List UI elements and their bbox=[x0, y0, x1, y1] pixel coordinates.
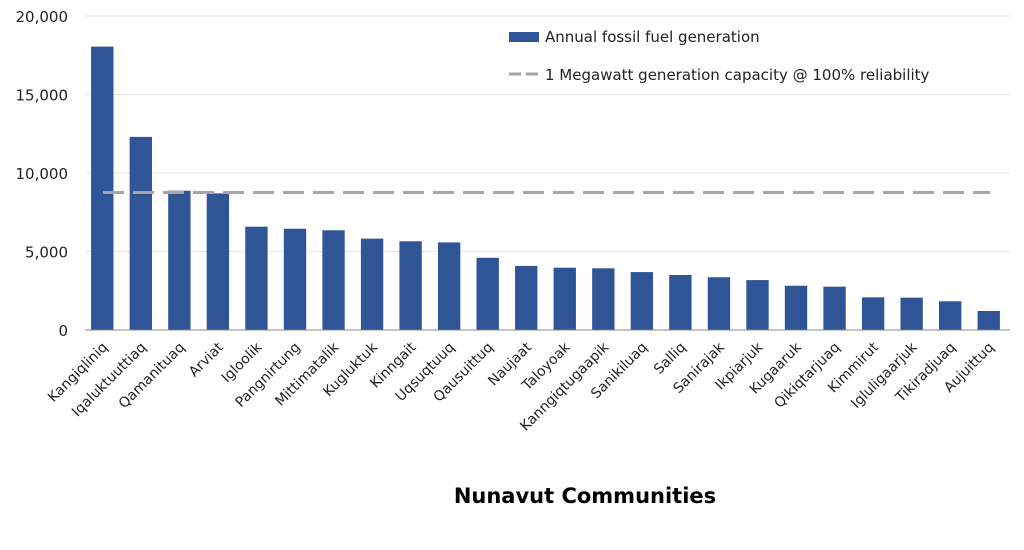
bar-pangnirtung bbox=[283, 228, 307, 330]
bar-igloolik bbox=[245, 226, 268, 330]
bar-kinngait bbox=[399, 241, 422, 330]
legend: Annual fossil fuel generation 1 Megawatt… bbox=[509, 28, 930, 84]
bar-kugluktuk bbox=[360, 238, 384, 330]
bar-mittimatalik bbox=[322, 230, 345, 330]
x-axis-title: Nunavut Communities bbox=[454, 484, 716, 508]
y-tick-label: 0 bbox=[58, 322, 68, 340]
bar-tikiradjuaq bbox=[939, 301, 962, 330]
gridlines bbox=[85, 15, 1010, 252]
bar-kangiqliniq bbox=[91, 46, 114, 331]
bar-qamanituaq bbox=[168, 190, 191, 330]
y-tick-label: 20,000 bbox=[16, 8, 69, 26]
legend-label-bar: Annual fossil fuel generation bbox=[545, 28, 760, 46]
bar-salliq bbox=[669, 275, 692, 330]
bar-sanikiluaq bbox=[630, 272, 654, 330]
bar-naujaat bbox=[515, 265, 538, 330]
bars bbox=[91, 46, 1000, 331]
y-tick-label: 5,000 bbox=[25, 244, 68, 262]
bar-uqsuqtuuq bbox=[437, 242, 461, 330]
bar-kanngiqtugaapik bbox=[592, 268, 615, 330]
y-tick-label: 15,000 bbox=[16, 87, 69, 105]
legend-label-line: 1 Megawatt generation capacity @ 100% re… bbox=[545, 66, 930, 84]
bar-aujuittuq bbox=[977, 311, 1000, 330]
bar-igluligaarjuk bbox=[900, 297, 923, 330]
bar-ikpiarjuk bbox=[746, 280, 769, 330]
bar-taloyoak bbox=[553, 267, 576, 330]
legend-swatch-bar bbox=[509, 32, 539, 42]
bar-arviat bbox=[206, 193, 230, 330]
bar-qausuittuq bbox=[476, 257, 499, 330]
bar-iqaluktuuttiaq bbox=[129, 136, 152, 330]
bar-qikiqtarjuaq bbox=[823, 286, 846, 330]
y-tick-label: 10,000 bbox=[16, 165, 69, 183]
y-axis-ticks: 0 5,000 10,000 15,000 20,000 bbox=[16, 8, 69, 340]
bar-kugaaruk bbox=[784, 285, 808, 330]
bar-sanirajak bbox=[707, 277, 731, 330]
bar-kimmirut bbox=[861, 297, 885, 330]
category-labels: KangiqliniqIqaluktuuttiaqQamanituaqArvia… bbox=[45, 339, 998, 435]
